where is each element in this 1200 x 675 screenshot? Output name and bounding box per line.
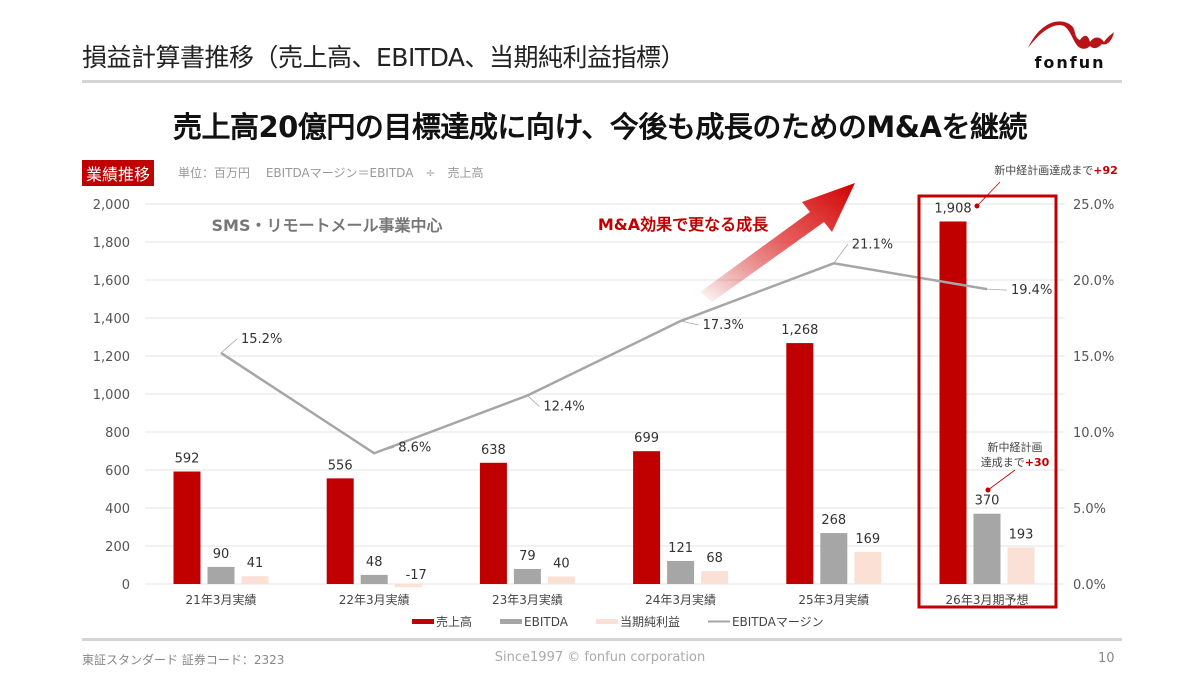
forecast-highlight-box [917,194,1058,609]
y-left-tick: 1,600 [93,274,130,289]
target-sales-marker [974,203,980,209]
bar-label: 699 [634,431,659,446]
bar-label: -17 [406,568,427,583]
target-ebitda-marker [985,487,991,493]
bar-label: 68 [706,551,723,566]
bar-EBITDA [820,533,848,584]
bar-当期純利益 [241,576,269,584]
bar-売上高 [479,462,507,584]
y-right-tick: 15.0% [1073,350,1114,365]
bar-当期純利益 [547,576,575,584]
bar-label: 41 [247,556,264,571]
page-number: 10 [1098,651,1115,666]
margin-label: 12.4% [543,400,584,415]
y-left-tick: 400 [105,502,130,517]
ma-annotation: M&A効果で更なる成長 [598,215,769,234]
x-tick-label: 23年3月実績 [492,592,563,607]
y-left-tick: 1,800 [93,236,130,251]
y-right-tick: 5.0% [1073,502,1106,517]
x-tick-label: 25年3月実績 [798,592,869,607]
legend-swatch [595,619,618,624]
unit-note: 単位：百万円 EBITDAマージン＝EBITDA ÷ 売上高 [178,166,484,180]
bar-label: 193 [1009,527,1034,542]
y-left-tick: 0 [122,578,130,593]
bar-当期純利益 [701,571,729,584]
bar-EBITDA [667,561,695,584]
bar-label: 638 [481,443,506,458]
bar-EBITDA [360,574,388,584]
bar-label: 592 [175,452,200,467]
y-right-tick: 0.0% [1073,578,1106,593]
bar-label: 121 [668,541,693,556]
bar-label: 48 [366,555,383,570]
bar-EBITDA [973,513,1001,584]
x-tick-label: 24年3月実績 [645,592,716,607]
title-divider [82,80,1122,83]
target-ebitda-note-line1: 新中経計画 [988,440,1043,454]
bar-当期純利益 [854,551,882,584]
margin-label: 15.2% [241,332,282,347]
y-left-tick: 1,000 [93,388,130,403]
bar-売上高 [786,343,814,584]
x-tick-label: 22年3月実績 [339,592,410,607]
legend-label: EBITDAマージン [732,615,824,629]
logo-text: fonfun [1034,53,1105,72]
section-badge: 業績推移 [82,160,155,186]
bar-label: 370 [975,494,1000,509]
bar-売上高 [173,471,201,584]
legend-label: EBITDA [524,615,569,629]
bar-売上高 [633,451,661,584]
y-right-tick: 25.0% [1073,198,1114,213]
sms-annotation: SMS・リモートメール事業中心 [212,216,443,235]
bar-label: 169 [855,532,880,547]
bar-売上高 [326,478,354,584]
y-right-tick: 10.0% [1073,426,1114,441]
growth-arrow [700,183,855,302]
bar-label: 1,268 [781,323,818,338]
target-ebitda-note-line2: 達成まで+30 [981,456,1050,469]
y-left-tick: 1,400 [93,312,130,327]
y-right-tick: 20.0% [1073,274,1114,289]
x-tick-label: 21年3月実績 [186,592,257,607]
ebitda-margin-line [220,261,988,455]
margin-label: 8.6% [398,440,431,455]
headline: 売上高20億円の目標達成に向け、今後も成長のためのM&Aを継続 [173,110,1028,144]
margin-label: 21.1% [852,237,893,252]
bar-label: 1,908 [934,201,971,216]
legend-label: 当期純利益 [620,615,680,629]
page-title: 損益計算書推移（売上高、EBITDA、当期純利益指標） [82,43,686,72]
bar-売上高 [939,221,967,585]
x-tick-label: 26年3月期予想 [946,592,1029,607]
legend-swatch [500,619,523,624]
bar-EBITDA [513,568,541,584]
bar-EBITDA [207,566,235,584]
fonfun-logo: fonfun [1020,12,1120,74]
copyright: Since1997 © fonfun corporation [494,650,706,665]
bar-当期純利益 [1007,547,1035,584]
legend-label: 売上高 [436,614,472,629]
target-sales-note: 新中経計画達成まで+92 [994,163,1118,177]
y-left-tick: 800 [105,426,130,441]
y-left-tick: 600 [105,464,130,479]
footer-divider [82,638,1122,641]
market-info: 東証スタンダード 証券コード：2323 [82,653,285,667]
bar-label: 556 [328,458,353,473]
bar-label: 90 [213,547,230,562]
y-left-tick: 200 [105,540,130,555]
bar-当期純利益 [394,584,422,588]
margin-label: 17.3% [703,318,744,333]
bar-label: 79 [519,549,536,564]
bar-label: 268 [821,513,846,528]
y-left-tick: 2,000 [93,198,130,213]
legend-swatch [412,619,434,624]
margin-label: 19.4% [1011,283,1052,298]
y-left-tick: 1,200 [93,350,130,365]
bar-label: 40 [553,556,570,571]
